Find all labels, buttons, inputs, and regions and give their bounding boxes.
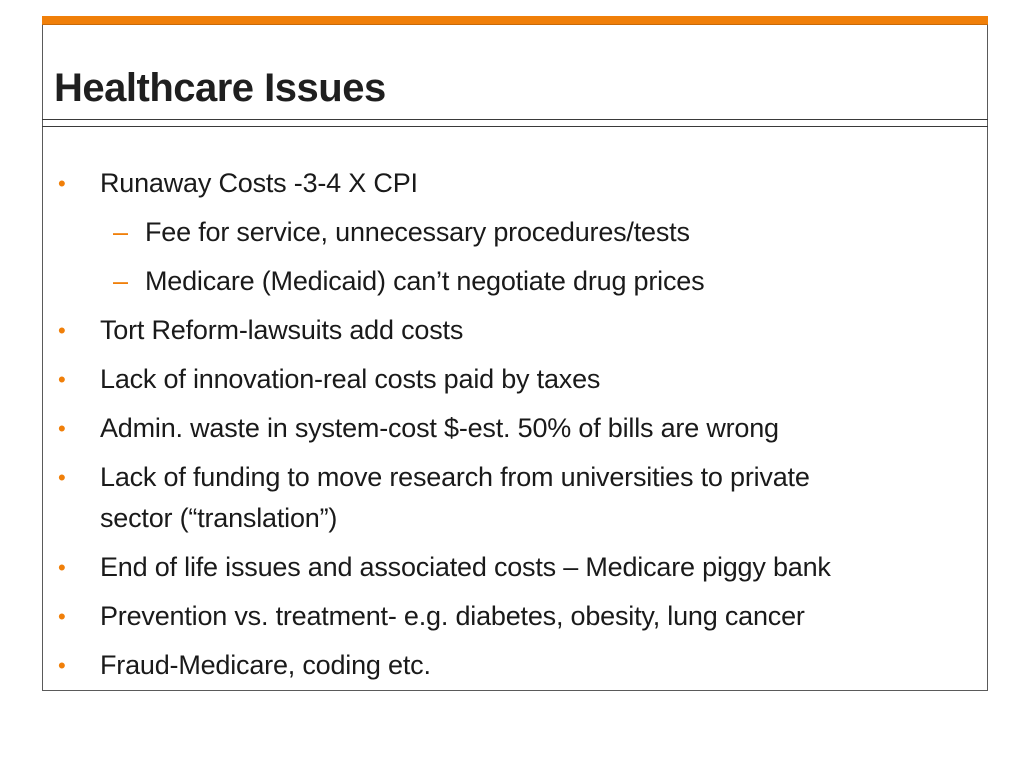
sub-bullet-marker: – [113, 266, 129, 296]
accent-bar [42, 16, 988, 25]
bullet-marker: • [58, 416, 66, 441]
bullet-marker: • [58, 465, 66, 490]
bullet-marker: • [58, 555, 66, 580]
bullet-marker: • [58, 604, 66, 629]
bullet-marker: • [58, 653, 66, 678]
slide-title: Healthcare Issues [54, 66, 386, 110]
title-divider-bottom [42, 126, 988, 127]
bullet-item-continuation: sector (“translation”) [100, 503, 338, 533]
bullet-marker: • [58, 171, 66, 196]
title-divider-top [42, 119, 988, 120]
bullet-item: Runaway Costs -3-4 X CPI [100, 168, 418, 198]
bullet-item: Tort Reform-lawsuits add costs [100, 315, 464, 345]
bullet-item: Prevention vs. treatment- e.g. diabetes,… [100, 601, 805, 631]
bullet-item: End of life issues and associated costs … [100, 552, 831, 582]
sub-bullet-marker: – [113, 217, 129, 247]
bullet-marker: • [58, 318, 66, 343]
bullet-item: Admin. waste in system-cost $-est. 50% o… [100, 413, 779, 443]
bullet-marker: • [58, 367, 66, 392]
sub-bullet-item: Fee for service, unnecessary procedures/… [145, 217, 690, 247]
bullet-item: Lack of innovation-real costs paid by ta… [100, 364, 601, 394]
bullet-item: Lack of funding to move research from un… [100, 462, 810, 492]
bullet-item: Fraud-Medicare, coding etc. [100, 650, 431, 680]
sub-bullet-item: Medicare (Medicaid) can’t negotiate drug… [145, 266, 705, 296]
